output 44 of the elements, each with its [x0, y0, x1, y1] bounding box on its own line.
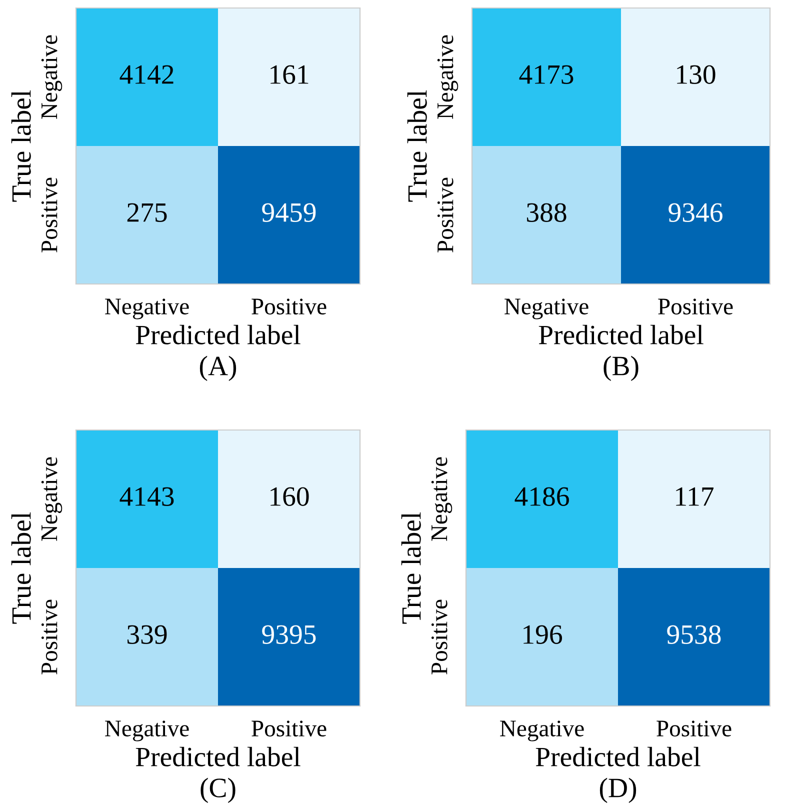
data-label: 196 [524, 625, 562, 644]
x-tick-label: Negative [105, 298, 189, 320]
data-label: 4143 [120, 487, 174, 506]
data-label: 160 [270, 487, 309, 506]
x-axis-title: Predicted label [536, 746, 700, 766]
data-label: 9459 [262, 203, 316, 222]
x-tick-label: Positive [658, 298, 733, 315]
x-axis-title: Predicted label [136, 746, 300, 766]
text: (D) [600, 778, 636, 803]
data-label: 9538 [667, 625, 721, 644]
y-axis-title: True label [11, 512, 31, 624]
y-tick-label: Negative [431, 457, 452, 541]
y-tick-label: Negative [41, 457, 62, 541]
data-label: 161 [270, 65, 308, 84]
data-label: 275 [127, 203, 167, 222]
y-tick-label: Negative [41, 35, 62, 119]
data-label: 9346 [668, 203, 722, 222]
x-tick-label: Negative [504, 298, 588, 320]
data-label: 4186 [514, 487, 569, 506]
data-label: 339 [127, 625, 167, 644]
text: (A) [200, 356, 236, 381]
x-tick-label: Positive [252, 720, 326, 737]
data-label: 130 [677, 65, 716, 84]
text: (C) [200, 778, 236, 803]
y-axis-title: True label [401, 512, 421, 624]
x-axis-title: Predicted label [538, 324, 704, 344]
x-axis-title: Predicted label [136, 324, 300, 344]
y-tick-label: Negative [437, 35, 458, 119]
x-tick-label: Negative [500, 720, 584, 742]
y-axis-title: True label [11, 90, 31, 202]
data-label: 388 [526, 203, 566, 222]
y-axis-title: True label [407, 90, 427, 202]
x-tick-label: Positive [656, 720, 732, 737]
x-tick-label: Negative [105, 720, 189, 742]
y-tick-label: Positive [431, 600, 448, 674]
data-label: 4142 [120, 65, 174, 84]
data-label: 9395 [262, 625, 316, 644]
text: (B) [604, 356, 638, 381]
y-tick-label: Positive [437, 178, 454, 252]
x-tick-label: Positive [252, 298, 326, 315]
data-label: 117 [676, 487, 714, 506]
data-label: 4173 [519, 65, 574, 84]
y-tick-label: Positive [41, 600, 58, 674]
y-tick-label: Positive [41, 178, 58, 252]
